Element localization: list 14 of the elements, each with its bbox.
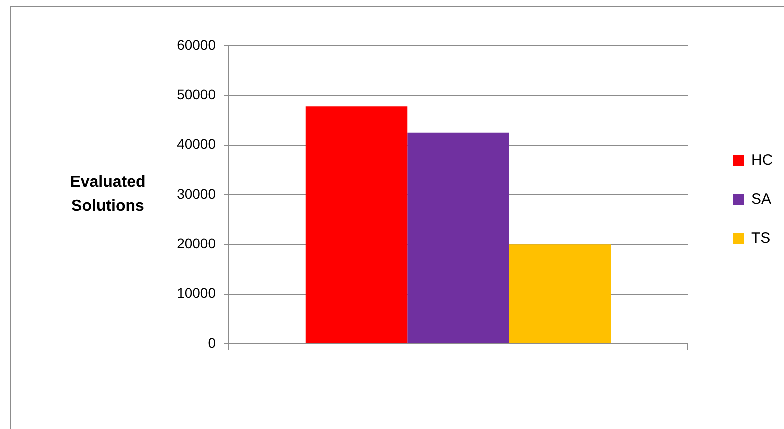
- y-axis-title: Evaluated Solutions: [69, 173, 147, 217]
- y-tick-label: 20000: [177, 236, 216, 252]
- bar: [509, 244, 612, 344]
- y-tick-label: 0: [208, 334, 216, 351]
- legend-label: HC: [752, 152, 774, 170]
- legend-label: SA: [752, 191, 772, 208]
- y-tick-label: 50000: [177, 86, 216, 103]
- y-tick-label: 40000: [177, 136, 216, 152]
- bar: [408, 132, 510, 344]
- y-tick-label: 10000: [177, 285, 216, 302]
- bar: [306, 106, 408, 344]
- y-tick-label: 60000: [177, 36, 216, 53]
- y-tick-label: 30000: [177, 186, 216, 202]
- legend-label: TS: [752, 230, 771, 248]
